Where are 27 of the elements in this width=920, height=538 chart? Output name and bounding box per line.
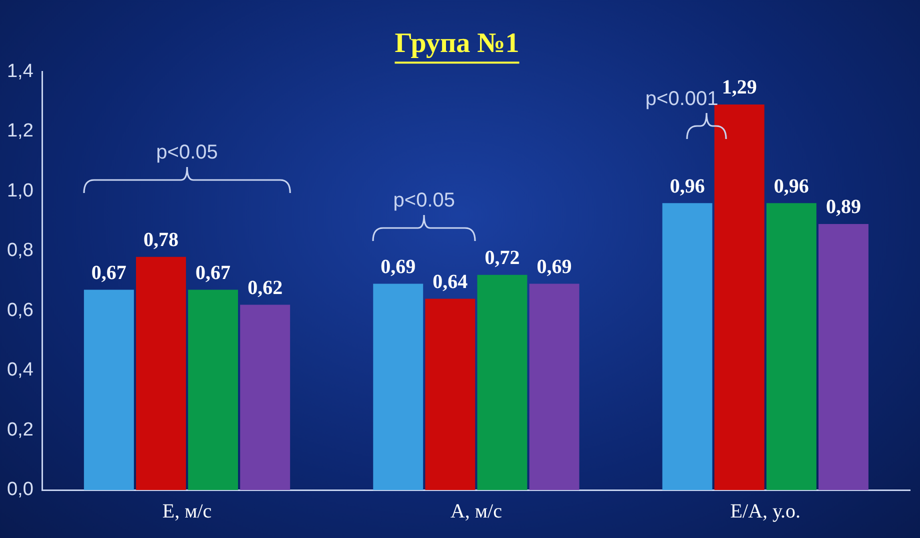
chart-title: Група №1: [394, 28, 520, 60]
y-tick-label: 0,0: [6, 479, 34, 500]
data-label: 0,69: [380, 256, 416, 278]
data-label: 0,64: [432, 270, 468, 293]
y-tick-label: 1,4: [6, 60, 34, 82]
data-label: 0,89: [826, 196, 861, 218]
annotation: p<0.05: [156, 142, 218, 164]
data-label: 0,78: [143, 229, 178, 252]
annotation: p<0.001: [645, 88, 718, 110]
y-tick-label: 1,0: [6, 180, 34, 202]
x-tick-label: Е, м/с: [162, 500, 212, 522]
data-label: 0,96: [774, 175, 809, 198]
y-tick-label: 0,6: [6, 300, 34, 321]
data-label: 0,96: [670, 175, 705, 198]
data-label: 0,69: [536, 256, 572, 278]
data-label: 0,72: [484, 246, 520, 269]
x-tick-label: А, м/с: [450, 500, 502, 522]
y-tick-label: 0,2: [6, 419, 34, 440]
y-tick-label: 1,2: [6, 120, 34, 142]
x-tick-label: Е/А, у.о.: [730, 500, 801, 522]
data-label: 0,67: [91, 262, 126, 284]
annotation: p<0.05: [393, 190, 456, 212]
y-tick-label: 0,4: [6, 360, 34, 381]
y-tick-label: 0,8: [6, 240, 34, 262]
data-label: 0,67: [196, 262, 231, 284]
data-label: 0,62: [248, 276, 283, 299]
data-label: 1,29: [722, 76, 757, 99]
